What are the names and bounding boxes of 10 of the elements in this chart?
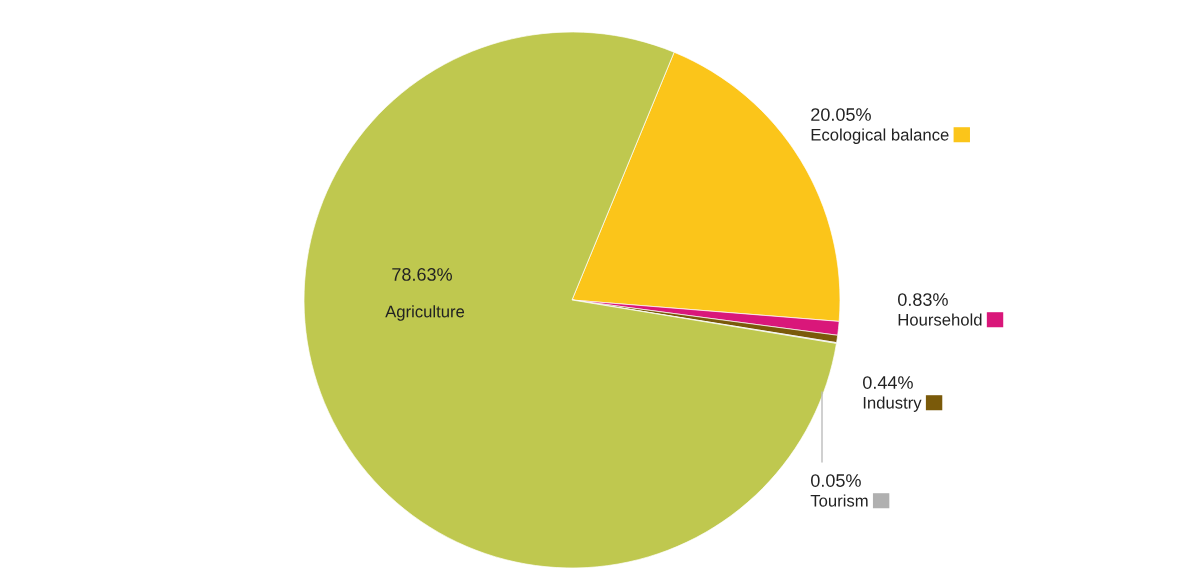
legend-label: Ecological balance xyxy=(811,128,949,144)
data-label: 20.05% xyxy=(811,108,871,121)
data-label: 78.63% xyxy=(392,268,452,281)
slice-label: Agriculture xyxy=(385,305,465,321)
data-label: 0.44% xyxy=(863,376,913,389)
data-label: 0.83% xyxy=(898,293,948,306)
legend-label: Tourism xyxy=(810,494,868,507)
legend-label: Hoursehold xyxy=(898,313,982,326)
data-label: 0.05% xyxy=(811,474,861,487)
legend-label: Industry xyxy=(863,396,922,412)
